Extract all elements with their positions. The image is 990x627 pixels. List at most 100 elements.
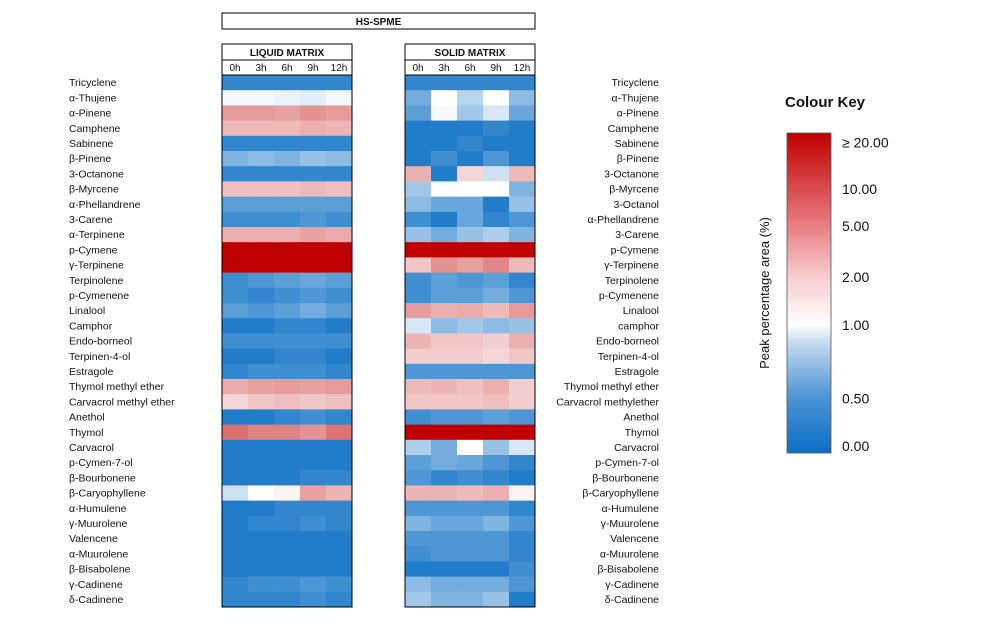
heatmap-cell — [483, 363, 510, 380]
heatmap-cell — [509, 90, 536, 106]
heatmap-cell — [405, 257, 432, 273]
liquid-row-label: γ-Terpinene — [69, 260, 124, 272]
heatmap-cell — [300, 105, 327, 121]
heatmap-cell — [405, 531, 432, 547]
heatmap-cell — [300, 211, 327, 228]
heatmap-cell — [274, 227, 301, 243]
colour-key-tick-label: 0.50 — [842, 391, 869, 407]
heatmap-cell — [222, 333, 249, 349]
heatmap-cell — [300, 135, 327, 152]
heatmap-cell — [457, 348, 484, 365]
heatmap-cell — [405, 318, 432, 334]
heatmap-cell — [300, 75, 327, 91]
heatmap-cell — [509, 181, 536, 197]
heatmap-cell — [248, 591, 275, 608]
solid-row-label: Anethol — [623, 412, 659, 424]
heatmap-cell — [274, 333, 301, 349]
colour-key-title: Colour Key — [785, 94, 866, 111]
heatmap-cell — [300, 303, 327, 319]
heatmap-cell — [509, 287, 536, 304]
heatmap-cell — [509, 439, 536, 456]
heatmap-cell — [509, 257, 536, 273]
solid-row-label: Tricyclene — [612, 77, 660, 89]
heatmap-cell — [431, 515, 458, 532]
liquid-row-label: α-Phellandrene — [69, 199, 141, 211]
heatmap-cell — [222, 120, 249, 137]
timepoint-label: 6h — [281, 63, 292, 74]
solid-row-label: p-Cymen-7-ol — [595, 457, 659, 469]
heatmap-cell — [248, 105, 275, 121]
heatmap-cell — [274, 135, 301, 152]
heatmap-cell — [483, 242, 510, 258]
heatmap-cell — [405, 591, 432, 608]
heatmap-cell — [326, 333, 353, 349]
heatmap-cell — [457, 272, 484, 289]
heatmap-cell — [248, 257, 275, 273]
heatmap-cell — [300, 90, 327, 106]
heatmap-cell — [300, 257, 327, 273]
heatmap-cell — [405, 181, 432, 197]
heatmap-cell — [509, 151, 536, 167]
heatmap-cell — [483, 105, 510, 121]
heatmap-cell — [483, 515, 510, 532]
heatmap-cell — [509, 531, 536, 547]
heatmap-cell — [431, 166, 458, 182]
heatmap-cell — [405, 455, 432, 471]
heatmap-cell — [300, 531, 327, 547]
heatmap-cell — [326, 303, 353, 319]
heatmap-cell — [274, 181, 301, 197]
heatmap-cell — [248, 75, 275, 91]
solid-row-label: Carvacrol — [614, 442, 659, 454]
heatmap-cell — [457, 379, 484, 395]
heatmap-cell — [326, 211, 353, 228]
heatmap-cell — [222, 363, 249, 380]
heatmap-cell — [509, 363, 536, 380]
timepoint-label: 3h — [255, 63, 266, 74]
heatmap-cell — [431, 531, 458, 547]
heatmap-cell — [222, 166, 249, 182]
heatmap-cell — [248, 394, 275, 410]
heatmap-cell — [300, 242, 327, 258]
heatmap-cell — [483, 196, 510, 213]
heatmap-cell — [405, 439, 432, 456]
heatmap-cell — [248, 409, 275, 425]
heatmap-cell — [509, 409, 536, 425]
solid-row-label: α-Thujene — [611, 92, 659, 104]
heatmap-cell — [274, 303, 301, 319]
heatmap-cell — [431, 135, 458, 152]
solid-row-label: p-Cymenene — [599, 290, 659, 302]
heatmap-cell — [457, 166, 484, 182]
heatmap-cell — [326, 531, 353, 547]
heatmap-cell — [300, 348, 327, 365]
heatmap-cell — [274, 561, 301, 577]
heatmap-cell — [405, 424, 432, 441]
heatmap-cell — [274, 379, 301, 395]
heatmap-cell — [405, 485, 432, 501]
heatmap-cell — [483, 561, 510, 577]
panel-border — [404, 74, 536, 608]
solid-row-label: Linalool — [623, 305, 659, 317]
heatmap-cell — [431, 90, 458, 106]
heatmap-cell — [483, 303, 510, 319]
heatmap-cell — [300, 591, 327, 608]
solid-row-label: Camphene — [608, 123, 660, 135]
heatmap-cell — [405, 470, 432, 486]
liquid-row-label: Terpinen-4-ol — [69, 351, 130, 363]
heatmap-cell — [457, 181, 484, 197]
solid-row-label: δ-Cadinene — [605, 594, 659, 606]
heatmap-cell — [457, 485, 484, 501]
heatmap-cell — [483, 485, 510, 501]
liquid-row-label: Endo-borneol — [69, 336, 132, 348]
heatmap-cell — [222, 591, 249, 608]
heatmap-cell — [326, 287, 353, 304]
timepoint-label: 12h — [331, 63, 348, 74]
heatmap-cell — [405, 500, 432, 517]
heatmap-cell — [222, 439, 249, 456]
heatmap-cell — [300, 515, 327, 532]
heatmap-cell — [300, 120, 327, 137]
heatmap-cell — [483, 348, 510, 365]
heatmap-cell — [431, 485, 458, 501]
heatmap-cell — [483, 181, 510, 197]
heatmap-cell — [509, 303, 536, 319]
heatmap-cell — [509, 455, 536, 471]
